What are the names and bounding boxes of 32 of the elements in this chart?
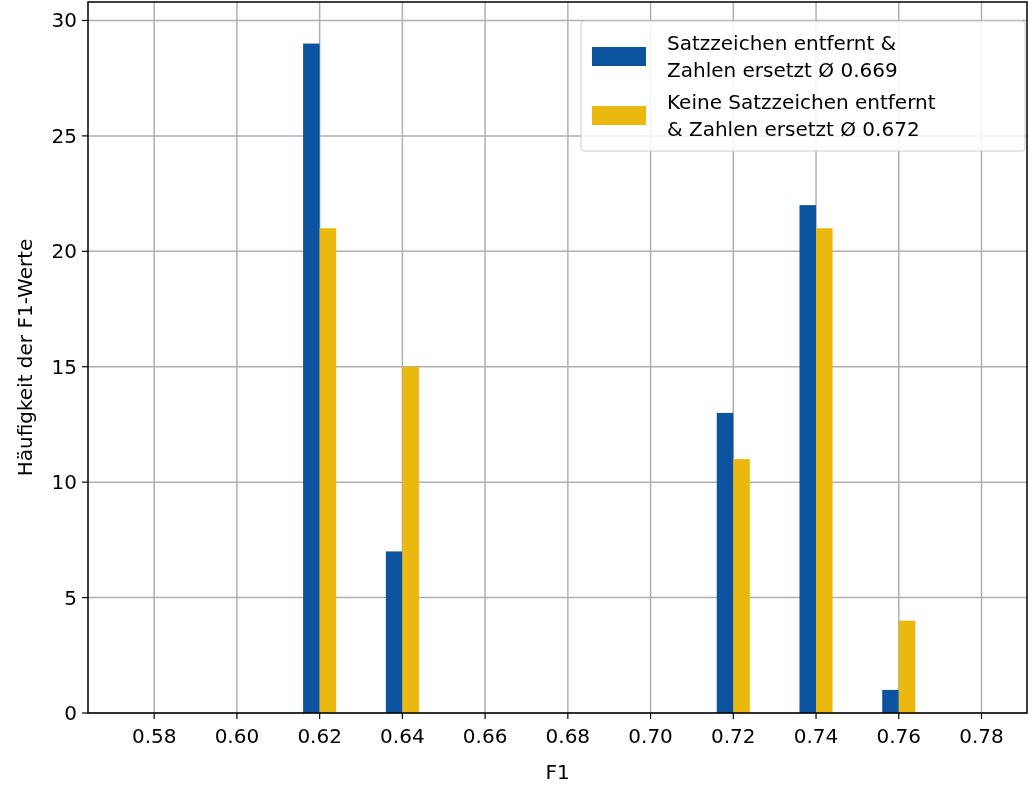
y-tick-label: 30 bbox=[51, 8, 77, 33]
y-tick-label: 0 bbox=[64, 701, 77, 725]
bar bbox=[385, 551, 403, 713]
x-tick-label: 0.58 bbox=[131, 724, 177, 748]
legend-label: Keine Satzzeichen entfernt & Zahlen ersetzt Ø 0.672 bbox=[667, 90, 936, 141]
x-tick-label: 0.68 bbox=[545, 724, 591, 748]
y-tick-label: 25 bbox=[51, 123, 77, 148]
x-tick-label: 0.72 bbox=[711, 724, 756, 748]
x-tick-label: 0.78 bbox=[959, 724, 1004, 748]
bar bbox=[733, 459, 750, 713]
bar bbox=[882, 689, 899, 713]
bar bbox=[319, 228, 337, 713]
x-tick-label: 0.60 bbox=[214, 724, 260, 748]
x-axis-title: F1 bbox=[545, 760, 570, 784]
y-axis-title: Häufigkeit der F1-Werte bbox=[13, 238, 37, 477]
x-tick-label: 0.64 bbox=[380, 724, 425, 748]
bar bbox=[816, 228, 833, 713]
bar bbox=[898, 620, 916, 713]
bar bbox=[716, 412, 734, 713]
x-tick-label: 0.70 bbox=[628, 724, 673, 748]
y-tick-label: 5 bbox=[64, 585, 77, 610]
y-tick-label: 10 bbox=[51, 470, 77, 495]
x-tick-label: 0.62 bbox=[297, 724, 342, 748]
x-tick-label: 0.74 bbox=[793, 724, 839, 748]
x-tick-label: 0.66 bbox=[462, 724, 508, 748]
bar bbox=[799, 205, 817, 713]
legend-label: Satzzeichen entfernt & Zahlen ersetzt Ø 0.669 bbox=[667, 31, 898, 82]
bar bbox=[402, 366, 419, 713]
y-tick-label: 15 bbox=[51, 354, 77, 379]
x-tick-label: 0.76 bbox=[876, 724, 922, 748]
bar bbox=[303, 43, 320, 713]
y-tick-label: 20 bbox=[51, 239, 77, 264]
